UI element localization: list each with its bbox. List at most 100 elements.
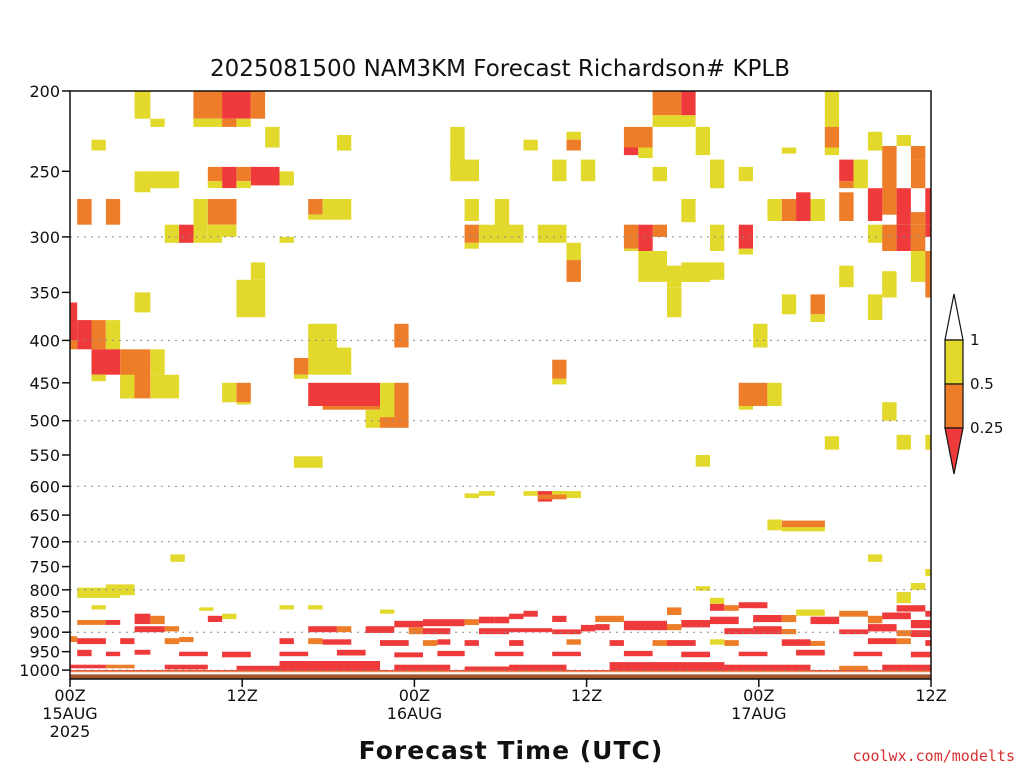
ri-cell xyxy=(308,199,323,215)
ri-cell xyxy=(925,251,931,298)
ri-cell xyxy=(710,639,725,645)
ri-cell xyxy=(681,199,696,223)
ri-cell xyxy=(134,649,151,655)
ri-cell xyxy=(222,651,251,658)
ri-cell xyxy=(738,602,768,609)
ri-cell xyxy=(882,664,931,671)
ri-cell xyxy=(365,409,380,428)
ri-cell xyxy=(796,192,811,221)
ri-cell xyxy=(70,636,78,643)
ri-cell xyxy=(77,199,92,225)
ri-cell xyxy=(120,638,135,645)
ri-cell xyxy=(279,661,380,671)
ri-cell xyxy=(423,619,465,627)
ri-cell xyxy=(652,224,667,237)
ri-cell xyxy=(423,640,438,646)
ri-cell xyxy=(479,616,495,624)
ri-cell xyxy=(236,279,266,318)
ri-cell xyxy=(91,320,106,350)
ri-cell xyxy=(464,242,479,249)
ri-cell xyxy=(105,620,121,625)
ri-cell xyxy=(867,294,883,320)
ri-cell xyxy=(896,224,911,251)
ri-cell xyxy=(77,649,92,657)
ri-cell xyxy=(236,181,251,189)
ri-cell xyxy=(609,640,624,646)
ri-cell xyxy=(236,402,251,405)
ri-cell xyxy=(394,664,451,671)
ri-cell xyxy=(134,626,165,633)
ri-cell xyxy=(566,131,581,140)
ri-cell xyxy=(450,159,479,182)
y-tick-label: 350 xyxy=(29,283,60,302)
ri-cell xyxy=(308,626,337,633)
ri-cell xyxy=(710,616,739,625)
ri-cell xyxy=(724,628,754,635)
ri-cell xyxy=(910,251,926,282)
ri-cell xyxy=(207,181,223,189)
x-tick-label: 00Z xyxy=(399,686,430,705)
ri-cell xyxy=(279,651,309,657)
gridline-layer xyxy=(70,236,931,671)
ri-cell xyxy=(925,610,931,617)
ri-cell xyxy=(652,91,682,116)
cell-layer xyxy=(70,91,931,679)
ri-cell xyxy=(810,640,825,646)
ri-cell xyxy=(509,664,567,671)
ri-cell xyxy=(308,382,380,406)
colorbar-bin xyxy=(944,339,964,385)
ri-cell xyxy=(839,265,854,288)
x-tick-label: 15AUG xyxy=(42,704,97,723)
ri-cell xyxy=(308,347,352,375)
ri-cell xyxy=(652,640,667,646)
ri-cell xyxy=(781,520,825,529)
ri-cell xyxy=(566,242,581,261)
ri-cell xyxy=(322,406,380,410)
ri-cell xyxy=(134,91,151,119)
ri-cell xyxy=(250,262,266,280)
ri-cell xyxy=(882,146,897,215)
ri-cell xyxy=(925,434,931,450)
ri-cell xyxy=(681,262,710,282)
x-tick-label: 12Z xyxy=(915,686,946,705)
ri-cell xyxy=(322,199,352,220)
ri-cell xyxy=(308,605,323,610)
ri-cell xyxy=(867,624,897,632)
ri-cell xyxy=(839,181,854,189)
ri-cell xyxy=(781,294,797,315)
ri-cell xyxy=(910,159,926,189)
ri-cell xyxy=(580,624,596,632)
ri-cell xyxy=(494,616,510,624)
ri-cell xyxy=(867,188,883,221)
ri-cell xyxy=(164,224,180,243)
y-tick-label: 900 xyxy=(29,623,60,642)
ri-cell xyxy=(222,118,237,127)
ri-cell xyxy=(134,613,151,625)
ri-cell xyxy=(638,147,653,159)
y-tick-label: 600 xyxy=(29,477,60,496)
ri-cell xyxy=(552,651,581,657)
ri-cell xyxy=(77,587,121,598)
ri-cell xyxy=(695,455,711,467)
ri-cell xyxy=(824,126,840,148)
ri-cell xyxy=(77,638,106,645)
ri-cell xyxy=(199,607,214,611)
ri-cell xyxy=(896,434,911,450)
ri-cell xyxy=(839,665,868,671)
x-tick-label: 12Z xyxy=(571,686,602,705)
ri-cell xyxy=(695,126,711,156)
ri-cell xyxy=(910,212,926,225)
ri-cell xyxy=(853,159,868,189)
ri-cell xyxy=(523,610,538,617)
ri-cell xyxy=(479,491,495,496)
ri-cell xyxy=(623,650,653,657)
ri-cell xyxy=(839,610,868,617)
ri-cell xyxy=(867,615,883,624)
ri-cell xyxy=(193,236,223,243)
ri-cell xyxy=(910,620,931,629)
ri-cell xyxy=(667,265,682,288)
ri-cell xyxy=(408,627,424,635)
y-tick-label: 700 xyxy=(29,533,60,552)
ri-cell xyxy=(882,224,897,251)
